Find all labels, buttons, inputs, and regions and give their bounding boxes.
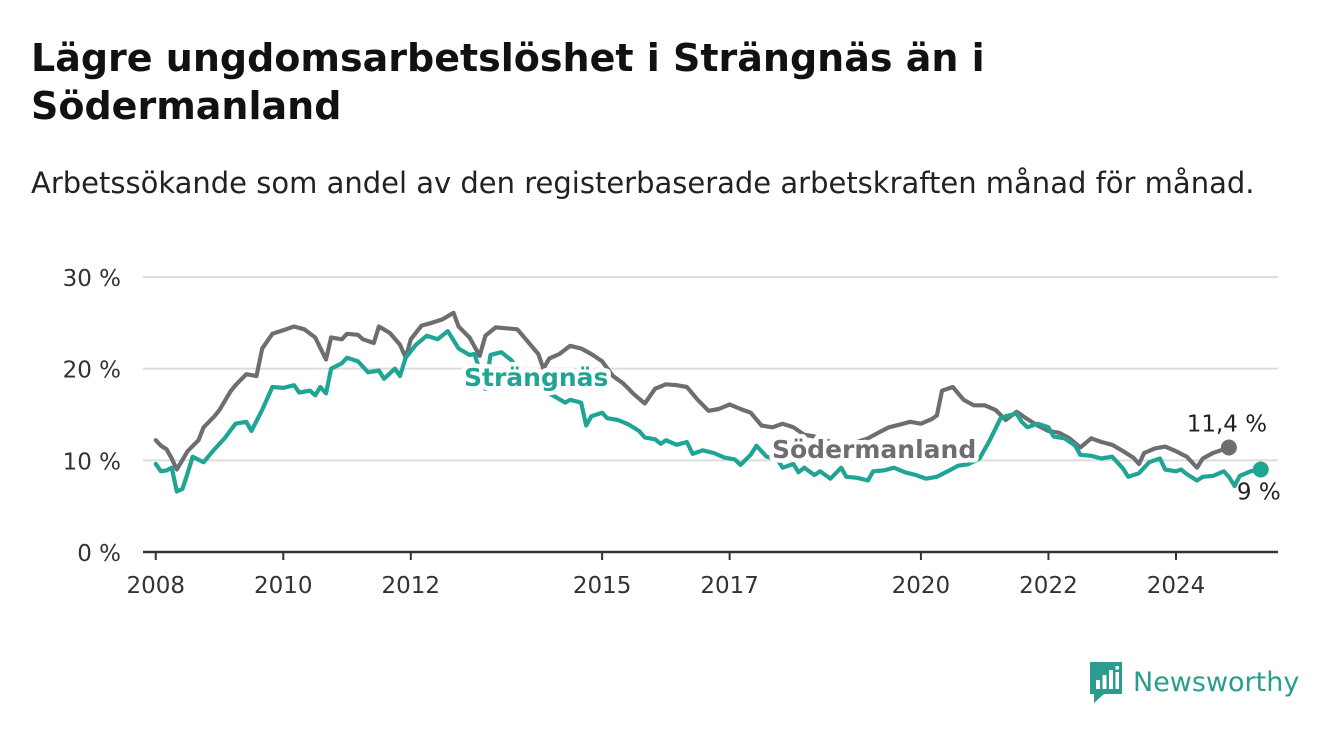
series-line-strangnas	[153, 329, 1263, 494]
y-axis-tick-labels: 0 % 10 % 20 % 30 %	[63, 266, 121, 567]
x-tick-label: 2012	[382, 573, 441, 599]
x-axis: 2008 2010 2012 2015 2017 2020 2022 2024	[126, 550, 1278, 599]
x-tick-label: 2015	[573, 573, 632, 599]
x-tick-label: 2024	[1147, 573, 1206, 599]
x-tick-label: 2008	[126, 573, 185, 599]
x-tick-label: 2022	[1019, 573, 1078, 599]
y-tick-label: 0 %	[77, 541, 121, 567]
y-tick-label: 30 %	[63, 266, 121, 292]
series-label-sodermanland-halo: Södermanland	[772, 435, 976, 464]
series-labels: 11,4 %9 %SträngnäsSträngnäsSödermanlandS…	[460, 359, 1281, 506]
brand-name: Newsworthy	[1133, 666, 1300, 698]
end-value-label: 9 %	[1237, 480, 1281, 506]
chart-title: Lägre ungdomsarbetslöshet i Strängnäs än…	[31, 36, 985, 128]
newsworthy-brand: Newsworthy	[1088, 660, 1299, 704]
y-tick-label: 10 %	[63, 449, 121, 475]
x-tick-label: 2017	[700, 573, 759, 599]
series-end-point	[1252, 461, 1269, 478]
series-label-sodermanland: Södermanland	[772, 435, 976, 464]
gridlines	[143, 276, 1278, 462]
bar-chart-speech-bubble-icon	[1090, 662, 1122, 703]
end-value-label: 11,4 %	[1187, 412, 1267, 438]
chart-subtitle: Arbetssökande som andel av den registerb…	[31, 166, 1255, 200]
y-tick-label: 20 %	[63, 358, 121, 384]
series-end-point	[1220, 439, 1237, 456]
series-label-strangnas: Strängnäs	[464, 363, 608, 392]
series-label-strangnas-halo: Strängnäs	[464, 363, 608, 392]
x-tick-label: 2010	[254, 573, 313, 599]
series-lines	[153, 310, 1269, 494]
x-tick-label: 2020	[892, 573, 951, 599]
